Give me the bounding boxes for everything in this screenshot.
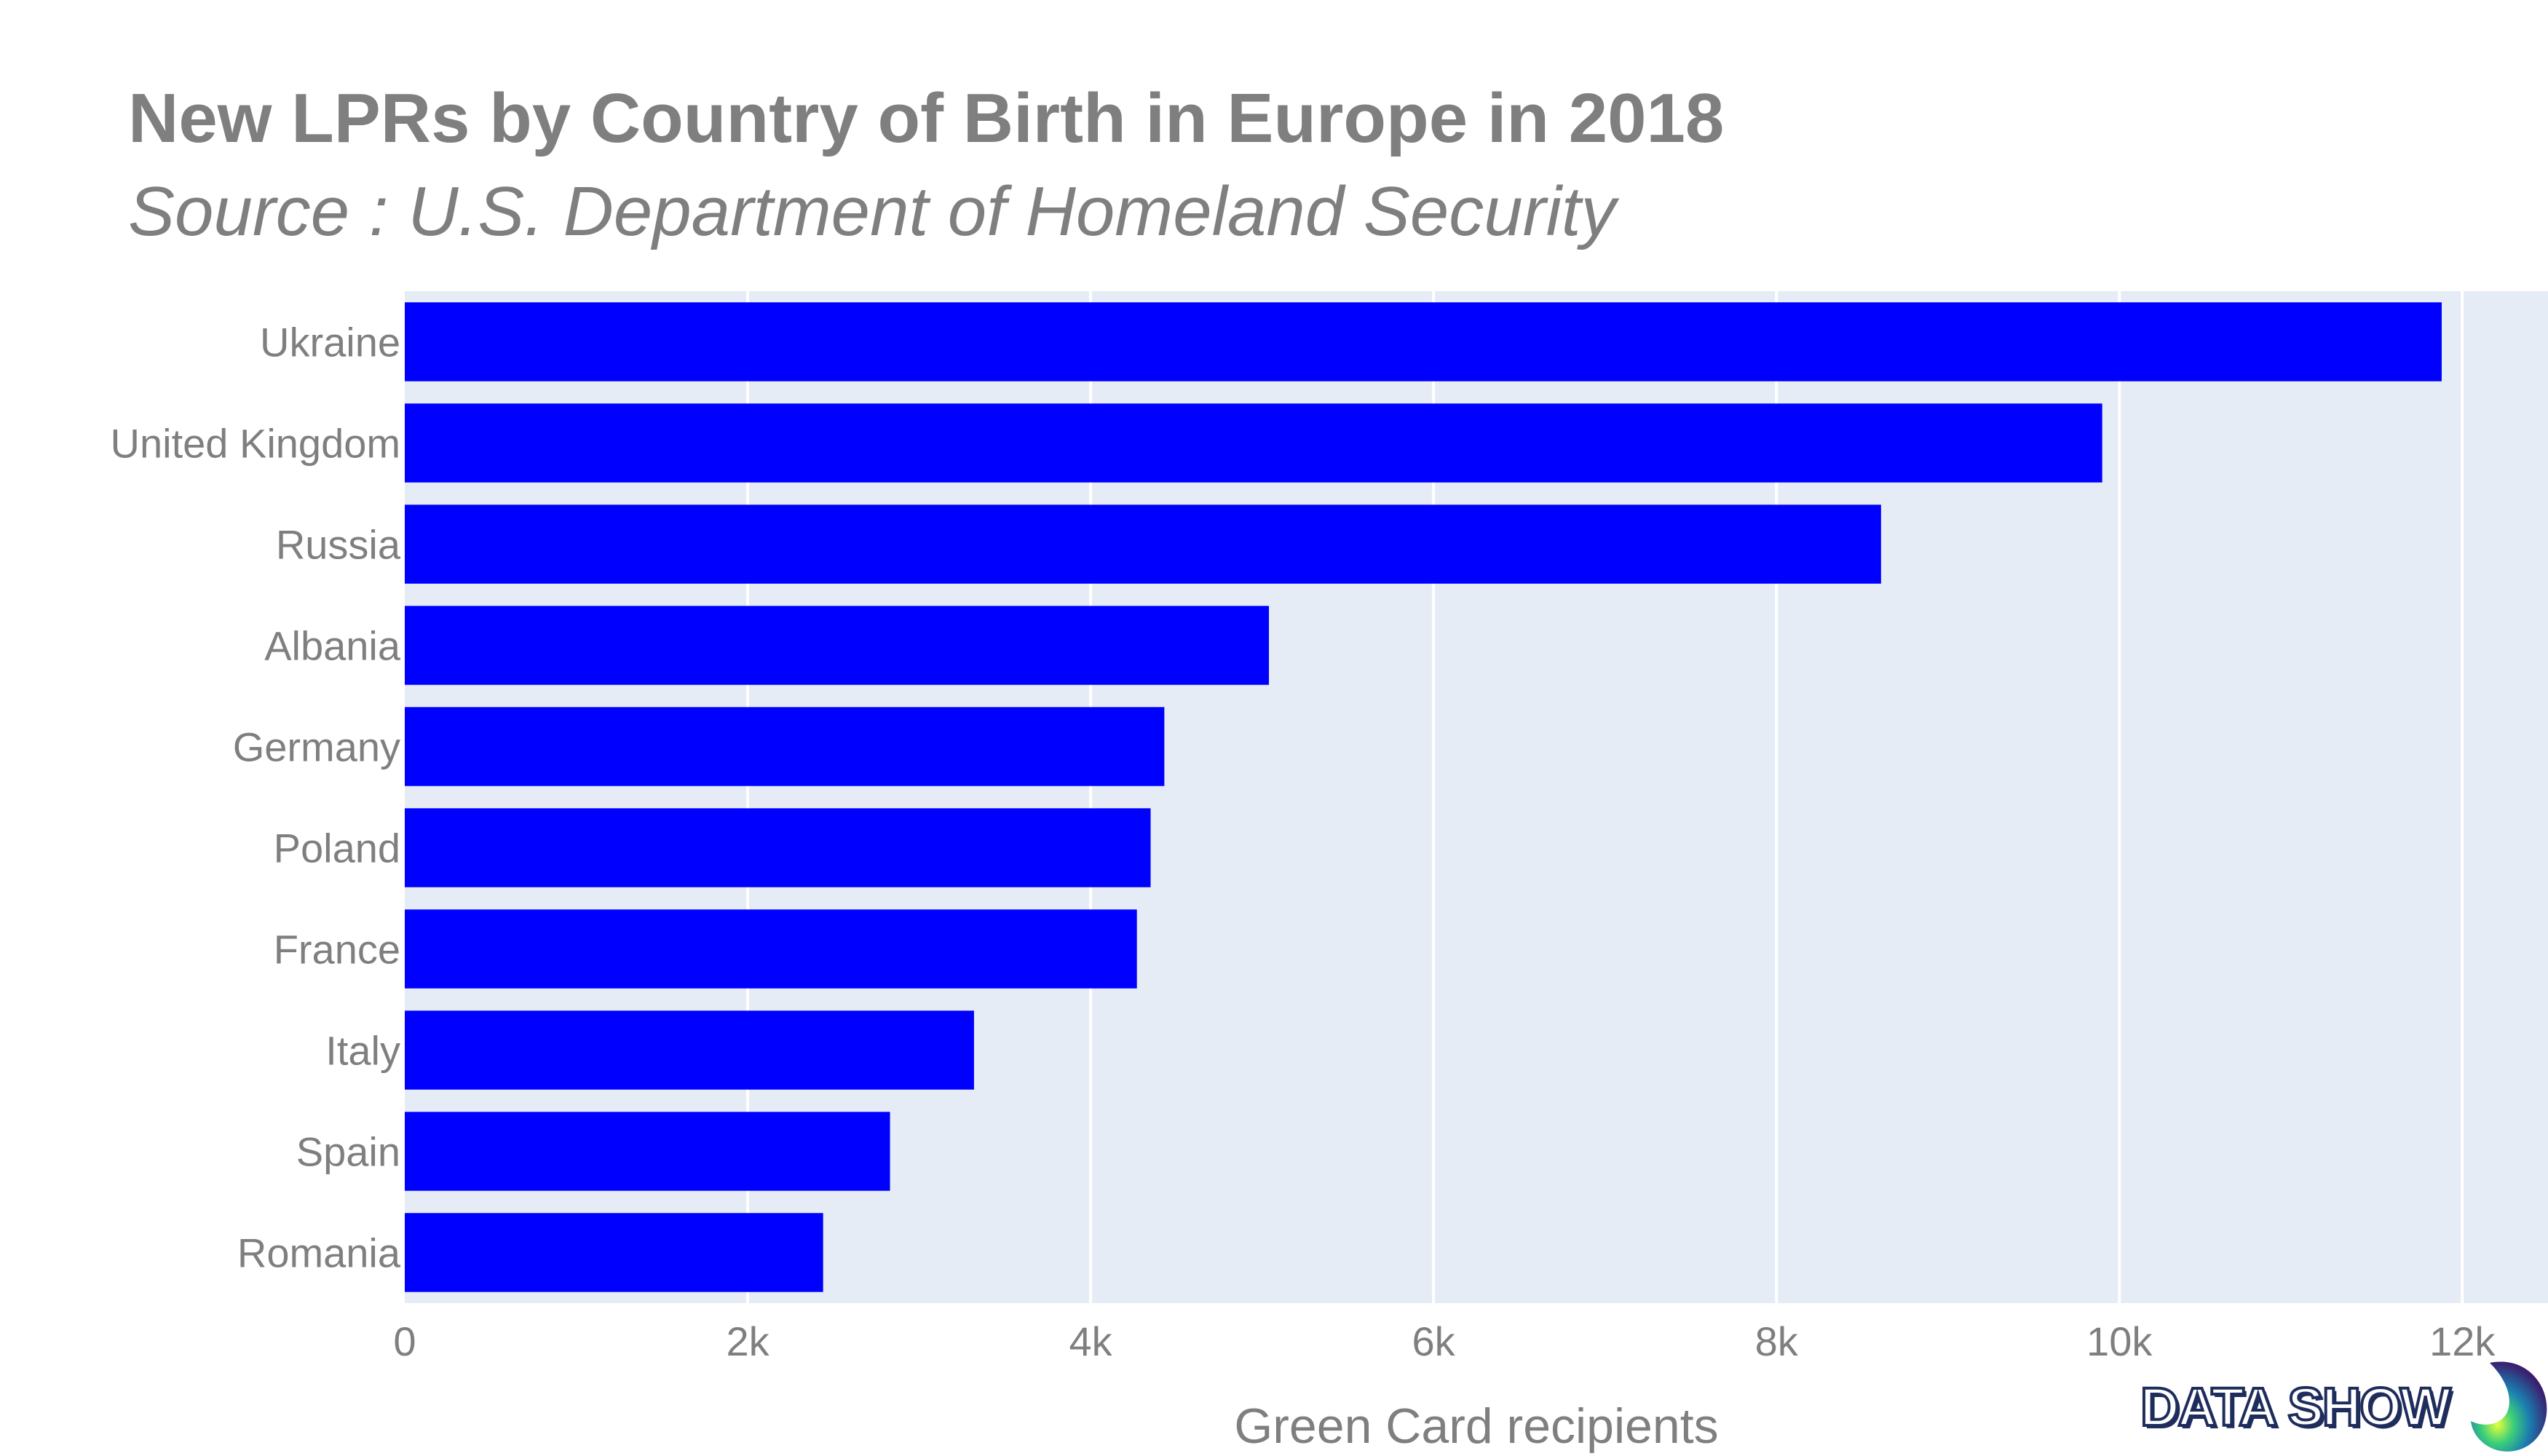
x-tick-label: 8k [1755,1318,1799,1364]
bar [405,909,1137,989]
bar [405,1112,890,1191]
y-tick-label: Albania [264,623,401,669]
bar [405,1010,974,1090]
bar [405,505,1881,584]
bar [405,606,1270,685]
y-tick-label: Germany [233,724,400,770]
x-tick-label: 10k [2086,1318,2153,1364]
x-tick-label: 12k [2429,1318,2496,1364]
y-tick-label: United Kingdom [111,421,400,467]
y-tick-label: Poland [274,826,400,871]
y-tick-label: Ukraine [260,320,400,365]
chart-title: New LPRs by Country of Birth in Europe i… [128,79,1725,157]
y-tick-label: France [274,927,400,973]
chart-subtitle: Source : U.S. Department of Homeland Sec… [128,173,1616,250]
bar [405,302,2442,381]
x-tick-label: 4k [1069,1318,1113,1364]
x-tick-label: 2k [726,1318,769,1364]
bar [405,403,2102,483]
x-axis-labels: 0 2k 4k 6k 8k 10k 12k [393,1318,2496,1364]
y-tick-label: Russia [276,522,401,568]
y-axis-labels: Ukraine United Kingdom Russia Albania German… [111,320,401,1276]
y-tick-label: Spain [296,1129,400,1175]
y-tick-label: Romania [237,1230,401,1276]
bar [405,1213,823,1292]
y-tick-label: Italy [325,1028,400,1074]
x-axis-title: Green Card recipients [1234,1398,1718,1454]
x-tick-label: 0 [393,1318,416,1364]
bars [405,302,2442,1292]
data-show-logo: DATA SHOW [2139,1375,2453,1439]
bar [405,707,1165,786]
x-tick-label: 6k [1412,1318,1456,1364]
bar [405,808,1151,887]
globe-logo-icon [2471,1361,2547,1452]
